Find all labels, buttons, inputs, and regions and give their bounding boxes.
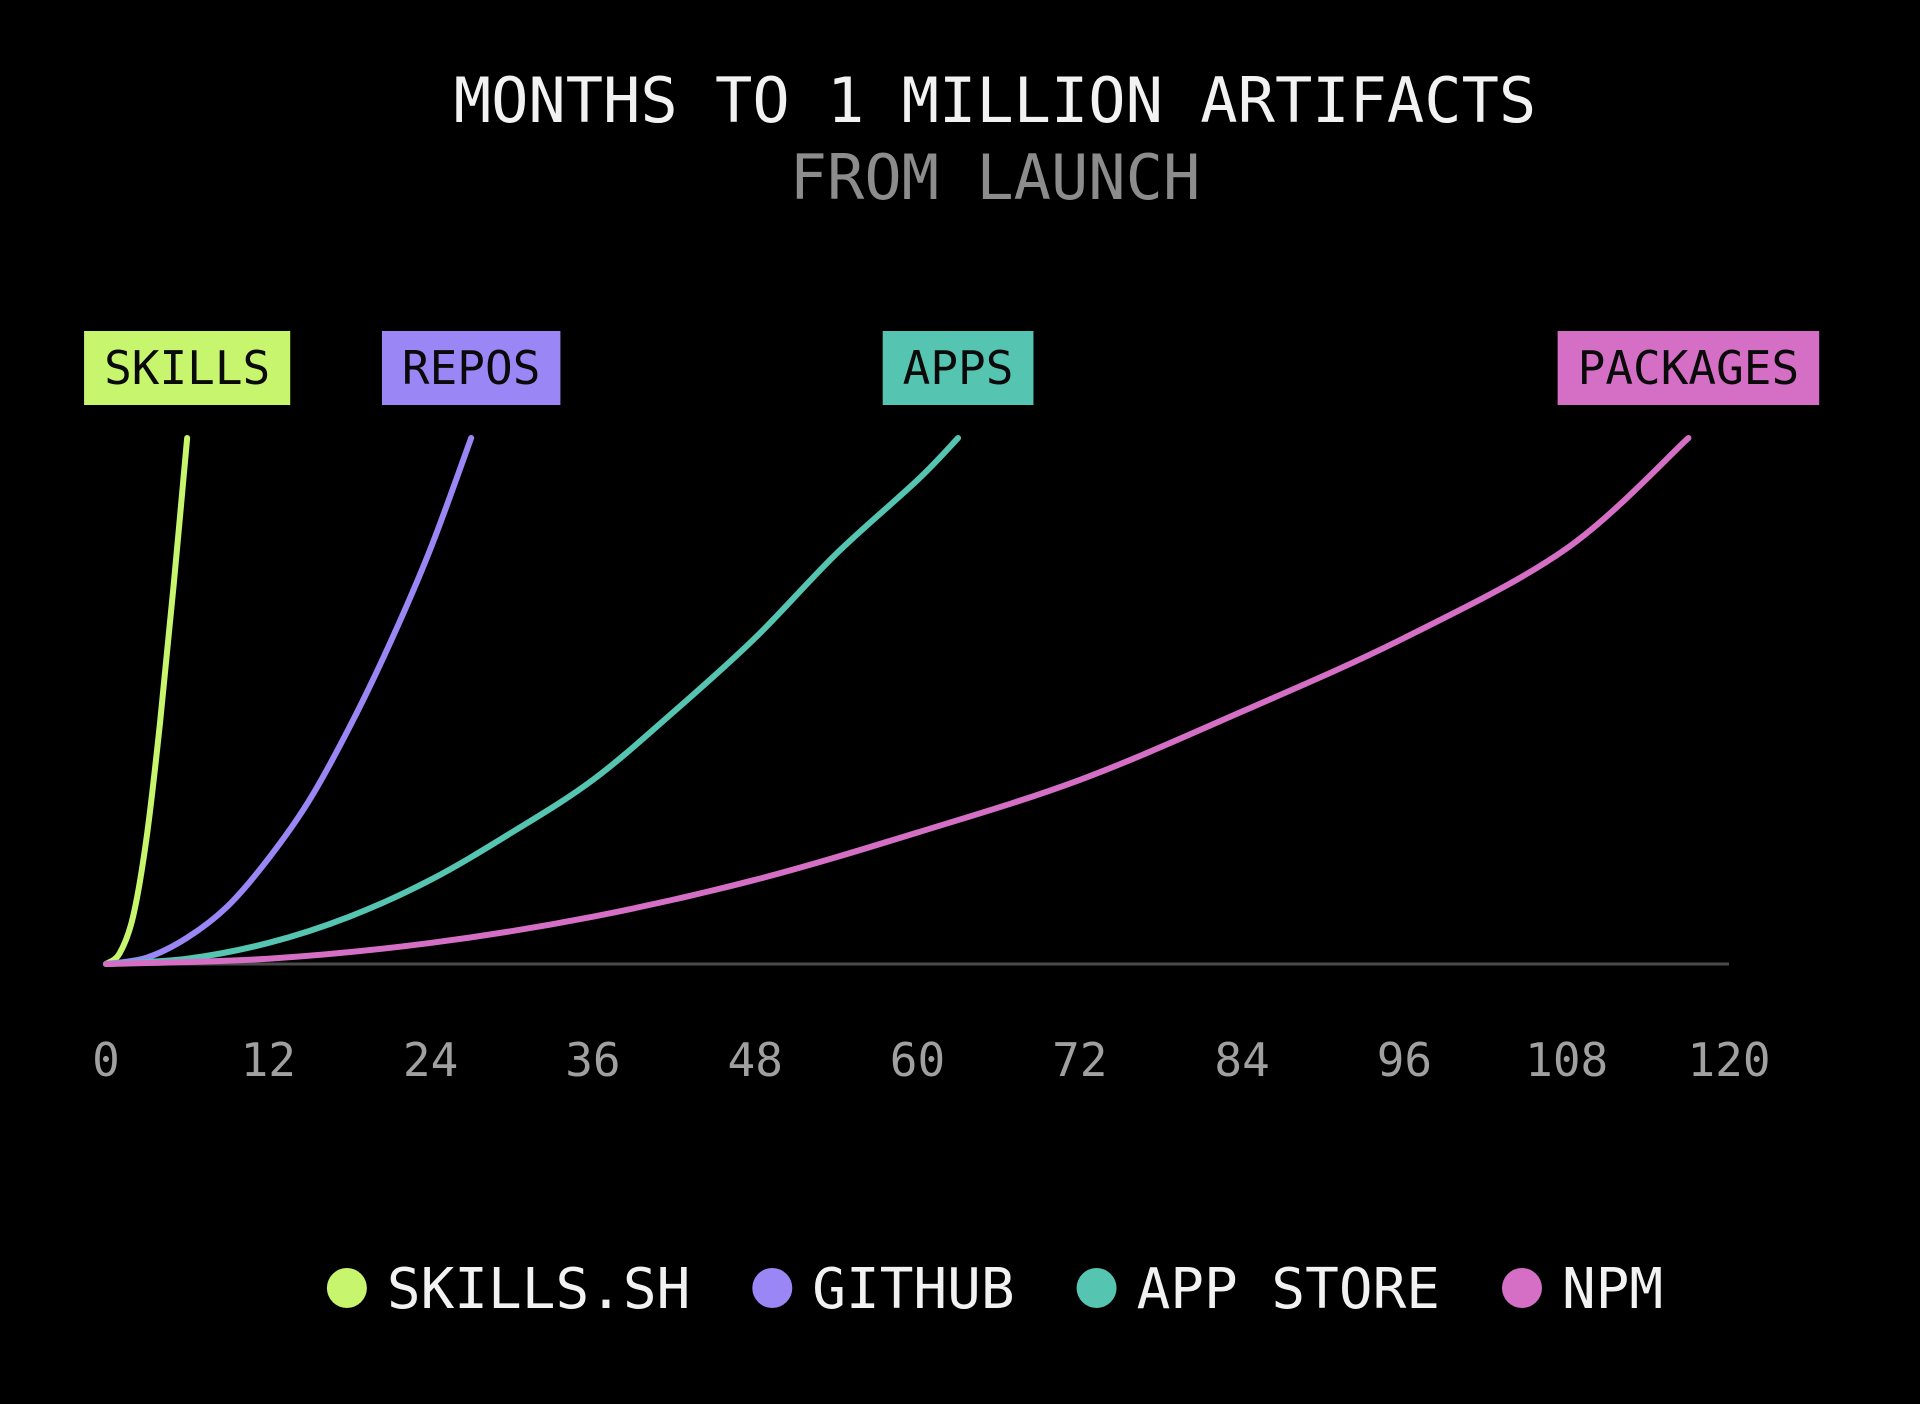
x-tick-label: 0 xyxy=(92,1033,120,1087)
legend-swatch xyxy=(1076,1268,1117,1308)
legend-swatch xyxy=(752,1268,793,1308)
legend-item-npm: NPM xyxy=(1501,1257,1663,1322)
series-tag-background xyxy=(381,331,561,405)
legend-swatch xyxy=(1501,1268,1542,1308)
legend-swatch xyxy=(326,1268,367,1308)
x-tick-label: 120 xyxy=(1687,1033,1770,1087)
legend: SKILLS.SH GITHUB APP STORE NPM xyxy=(326,1257,1663,1322)
series-tag-label: SKILLS xyxy=(104,341,270,395)
legend-item-app-store: APP STORE xyxy=(1076,1257,1440,1322)
legend-label: NPM xyxy=(1562,1257,1663,1322)
x-tick-label: 60 xyxy=(890,1033,945,1087)
series-tag-apps: APPS xyxy=(882,331,1034,405)
series-tag-repos: REPOS xyxy=(381,331,561,405)
series-line-skills-sh xyxy=(103,435,191,967)
series-line-npm xyxy=(103,435,1692,967)
series-tag-label: PACKAGES xyxy=(1578,341,1800,395)
legend-label: GITHUB xyxy=(812,1257,1014,1322)
series-tag-background xyxy=(882,331,1034,405)
x-tick-label: 36 xyxy=(565,1033,620,1087)
legend-item-github: GITHUB xyxy=(752,1257,1015,1322)
x-tick-label: 84 xyxy=(1214,1033,1269,1087)
x-tick-label: 108 xyxy=(1525,1033,1608,1087)
series-tag-label: APPS xyxy=(903,341,1014,395)
x-axis: 0 12 24 36 48 60 72 84 96 108 120 xyxy=(92,962,1771,1087)
legend-label: SKILLS.SH xyxy=(387,1257,690,1322)
series-end-labels: SKILLS REPOS APPS PACKAGES xyxy=(84,331,1820,405)
series-tag-background xyxy=(84,331,291,405)
series-lines xyxy=(103,435,1692,967)
x-tick-label: 12 xyxy=(241,1033,296,1087)
legend-item-skills-sh: SKILLS.SH xyxy=(326,1257,690,1322)
chart-title: MONTHS TO 1 MILLION ARTIFACTS xyxy=(454,64,1537,137)
series-tag-packages: PACKAGES xyxy=(1557,331,1820,405)
x-tick-label: 24 xyxy=(403,1033,458,1087)
legend-label: APP STORE xyxy=(1137,1257,1440,1322)
series-tag-skills: SKILLS xyxy=(84,331,291,405)
chart-subtitle: FROM LAUNCH xyxy=(790,141,1201,214)
x-tick-label: 48 xyxy=(728,1033,783,1087)
x-tick-label: 72 xyxy=(1052,1033,1107,1087)
series-line-github xyxy=(103,435,475,967)
series-tag-label: REPOS xyxy=(402,341,540,395)
series-line-app-store xyxy=(103,435,962,967)
series-tag-background xyxy=(1557,331,1820,405)
x-tick-label: 96 xyxy=(1377,1033,1432,1087)
